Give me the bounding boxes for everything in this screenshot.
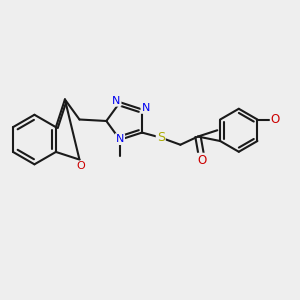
Text: S: S bbox=[157, 131, 165, 144]
Text: O: O bbox=[271, 113, 280, 126]
Text: N: N bbox=[112, 96, 121, 106]
Text: N: N bbox=[116, 134, 124, 144]
Text: O: O bbox=[198, 154, 207, 167]
Text: O: O bbox=[76, 161, 85, 172]
Text: N: N bbox=[141, 103, 150, 113]
